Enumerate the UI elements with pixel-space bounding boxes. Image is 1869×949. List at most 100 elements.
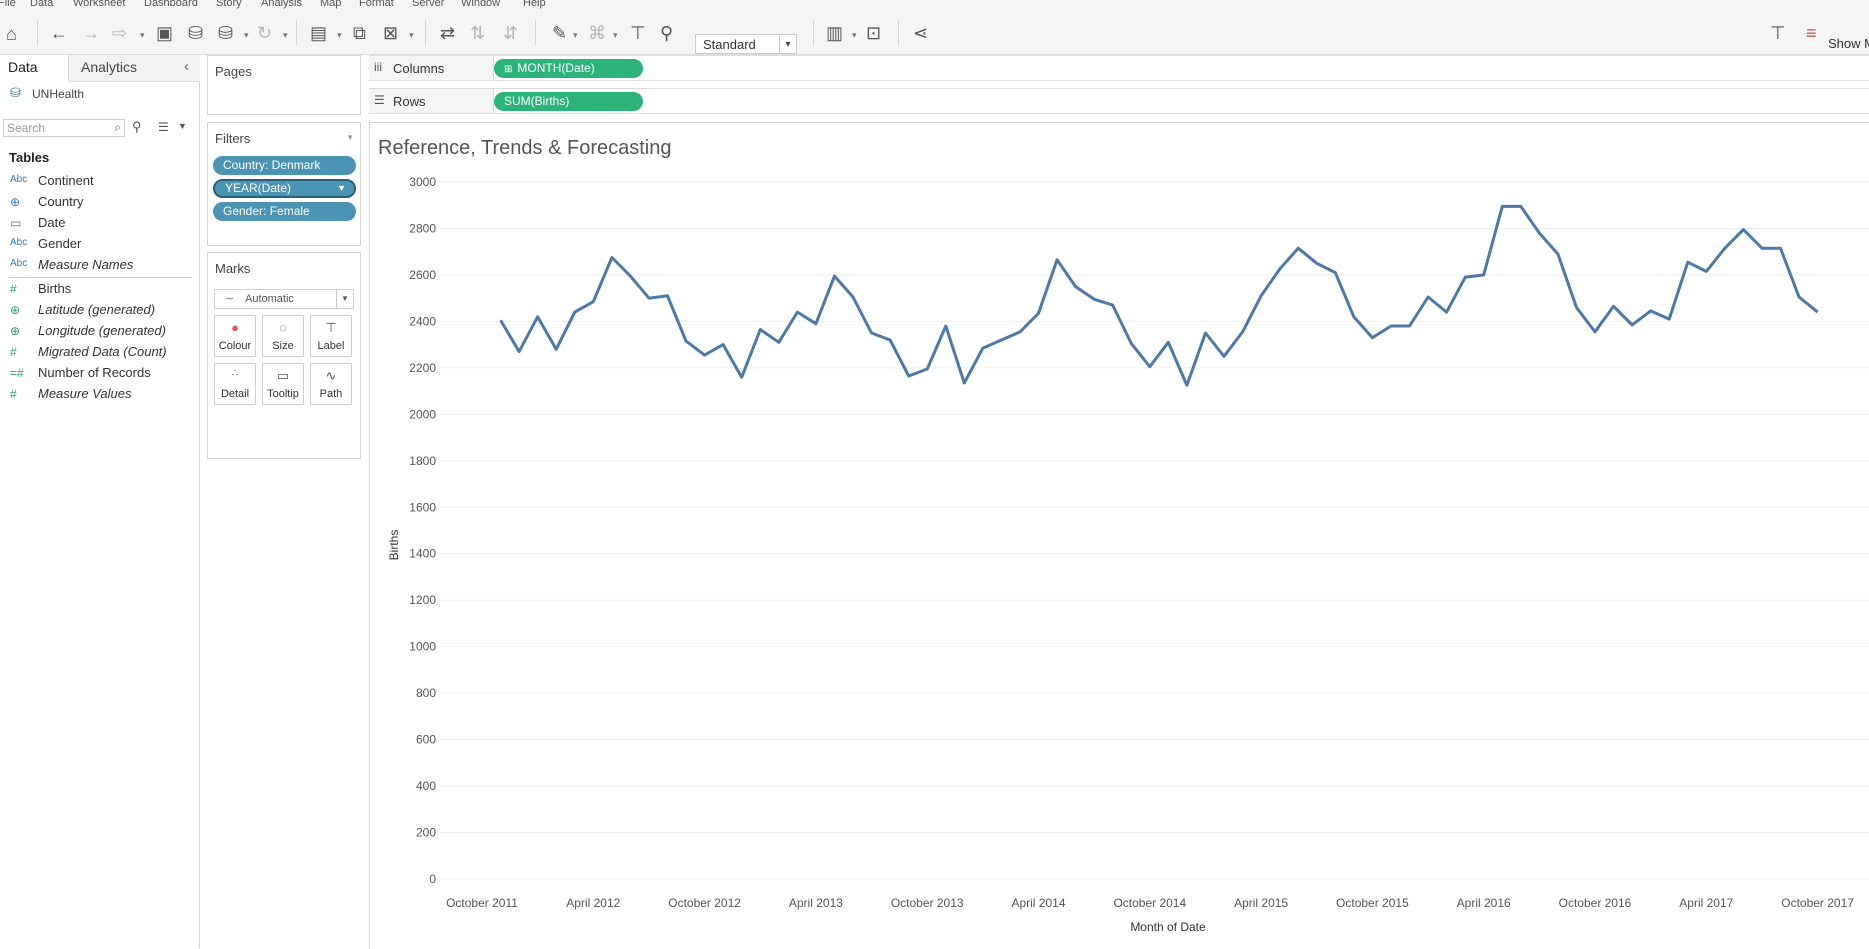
redo-icon[interactable]: ⇨	[112, 23, 128, 43]
size-button[interactable]: ◌ Size	[262, 315, 304, 357]
data-pane: Data Analytics ‹ ⛁ UNHealth Search ⌕ ⚲ ☰…	[0, 55, 200, 948]
field-number-of-records[interactable]: =# Number of Records	[10, 365, 151, 380]
field-continent[interactable]: Abc Continent	[10, 173, 94, 188]
view-options-dropdown-icon[interactable]: ▼	[178, 121, 187, 131]
sort-ascending-icon[interactable]: ⇅	[470, 23, 486, 43]
highlight-dropdown-icon[interactable]: ▾	[573, 30, 578, 40]
label-icon: ⊤	[325, 320, 337, 335]
expand-plus-icon: ⊞	[504, 64, 513, 75]
presentation-mode-icon[interactable]: ⊡	[866, 23, 882, 43]
globe-icon: ⊕	[10, 303, 21, 317]
filter-pill-country[interactable]: Country: Denmark	[213, 156, 356, 175]
search-input[interactable]: Search ⌕	[3, 119, 125, 137]
menu-window[interactable]: Window	[461, 0, 501, 9]
show-me-button[interactable]: Show M	[1828, 36, 1869, 51]
field-migrated-data[interactable]: # Migrated Data (Count)	[10, 344, 167, 359]
marks-card: Marks ∼ Automatic ▼ ● Colour ◌ Size ⊤ La…	[207, 252, 361, 459]
toolbar: ⌂ ← → ⇨ ▾ ▣ ⛁ ⛁ ▾ ↻ ▾ ▤ ▾ ⧉ ⊠ ▾ ⇄ ⇅ ⇵ ✎ …	[0, 12, 1869, 55]
pages-card[interactable]: Pages	[207, 55, 361, 115]
fix-axes-icon[interactable]: ⚲	[660, 23, 674, 43]
columns-pill-month-date[interactable]: ⊞ MONTH(Date)	[494, 59, 643, 78]
rows-shelf[interactable]: ☰ Rows SUM(Births)	[369, 88, 1869, 114]
y-tick-label: 200	[416, 826, 436, 840]
show-cards-icon[interactable]: ▥	[826, 23, 844, 43]
menu-worksheet[interactable]: Worksheet	[73, 0, 126, 9]
y-tick-label: 800	[416, 686, 436, 700]
show-me-icon[interactable]: ≡	[1806, 23, 1817, 43]
menu-analysis[interactable]: Analysis	[261, 0, 302, 9]
field-longitude[interactable]: ⊕ Longitude (generated)	[10, 323, 166, 338]
menu-format[interactable]: Format	[359, 0, 394, 9]
chart-title: Reference, Trends & Forecasting	[378, 137, 672, 159]
duplicate-icon[interactable]: ⧉	[353, 23, 366, 43]
datasource-name[interactable]: UNHealth	[32, 87, 85, 101]
label-button[interactable]: ⊤ Label	[310, 315, 352, 357]
redo-dropdown-icon[interactable]: ▾	[140, 30, 145, 40]
view-options-icon[interactable]: ☰	[158, 120, 169, 134]
format-painter-icon[interactable]: ⊤	[1770, 23, 1786, 43]
menu-server[interactable]: Server	[412, 0, 445, 9]
collapse-pane-icon[interactable]: ‹	[184, 58, 189, 75]
menu-file[interactable]: File	[0, 0, 16, 9]
colour-button[interactable]: ● Colour	[214, 315, 256, 357]
x-tick-label: October 2013	[891, 896, 964, 910]
tooltip-button[interactable]: ▭ Tooltip	[262, 363, 304, 405]
home-icon[interactable]: ⌂	[6, 24, 17, 44]
string-type-icon: Abc	[10, 174, 28, 185]
y-tick-label: 0	[429, 872, 436, 886]
clear-sheet-icon[interactable]: ⊠	[383, 23, 399, 43]
sort-descending-icon[interactable]: ⇵	[503, 23, 519, 43]
highlight-icon[interactable]: ✎	[552, 23, 568, 43]
field-gender[interactable]: Abc Gender	[10, 236, 82, 251]
tooltip-icon: ▭	[276, 368, 290, 383]
new-datasource-icon[interactable]: ⛁	[188, 23, 204, 43]
field-country[interactable]: ⊕ Country	[10, 194, 84, 209]
show-labels-icon[interactable]: ⊤	[630, 23, 646, 43]
new-worksheet-icon[interactable]: ▤	[310, 23, 328, 43]
menu-help[interactable]: Help	[523, 0, 546, 9]
globe-icon: ⊕	[10, 195, 21, 209]
share-icon[interactable]: ⋖	[913, 23, 929, 43]
tab-analytics[interactable]: Analytics	[68, 55, 200, 82]
detail-button[interactable]: ∴ Detail	[214, 363, 256, 405]
filter-pill-year[interactable]: YEAR(Date) ▼	[213, 179, 356, 198]
pill-dropdown-icon[interactable]: ▼	[337, 183, 346, 193]
rows-pill-sum-births[interactable]: SUM(Births)	[494, 92, 643, 111]
size-icon: ◌	[279, 320, 287, 335]
refresh-dropdown-icon[interactable]: ▾	[283, 30, 288, 40]
x-tick-label: April 2014	[1011, 896, 1065, 910]
group-icon[interactable]: ⌘	[588, 23, 606, 43]
menu-story[interactable]: Story	[216, 0, 242, 9]
field-measure-values[interactable]: # Measure Values	[10, 386, 132, 401]
worksheet-view	[369, 122, 1869, 949]
save-icon[interactable]: ▣	[156, 23, 174, 43]
swap-icon[interactable]: ⇄	[440, 23, 456, 43]
filters-menu-icon[interactable]: ▼	[346, 133, 354, 142]
tab-data[interactable]: Data	[0, 55, 68, 83]
menu-dashboard[interactable]: Dashboard	[144, 0, 198, 9]
forward-icon[interactable]: →	[82, 23, 100, 43]
x-axis-ticks: October 2011 April 2012 October 2012 April …	[446, 896, 1854, 910]
fit-select[interactable]: Standard ▼	[695, 34, 797, 54]
field-measure-names[interactable]: Abc Measure Names	[10, 257, 134, 272]
path-button[interactable]: ∿ Path	[310, 363, 352, 405]
filter-fields-icon[interactable]: ⚲	[132, 119, 142, 134]
new-worksheet-dropdown-icon[interactable]: ▾	[337, 30, 342, 40]
field-births[interactable]: # Births	[10, 281, 72, 296]
detail-icon: ∴	[231, 368, 239, 379]
refresh-icon[interactable]: ↻	[257, 23, 273, 43]
field-date[interactable]: ▭ Date	[10, 215, 66, 230]
clear-dropdown-icon[interactable]: ▾	[409, 30, 414, 40]
group-dropdown-icon[interactable]: ▾	[613, 30, 618, 40]
pause-dropdown-icon[interactable]: ▾	[244, 30, 249, 40]
menu-data[interactable]: Data	[30, 0, 54, 9]
mark-type-select[interactable]: ∼ Automatic ▼	[214, 289, 354, 309]
columns-shelf[interactable]: iii Columns ⊞ MONTH(Date)	[369, 55, 1869, 81]
filter-pill-gender[interactable]: Gender: Female	[213, 202, 356, 221]
pause-updates-icon[interactable]: ⛁	[218, 23, 234, 43]
menu-map[interactable]: Map	[320, 0, 342, 9]
show-cards-dropdown-icon[interactable]: ▾	[852, 30, 857, 40]
field-latitude[interactable]: ⊕ Latitude (generated)	[10, 302, 156, 317]
back-icon[interactable]: ←	[50, 23, 68, 43]
